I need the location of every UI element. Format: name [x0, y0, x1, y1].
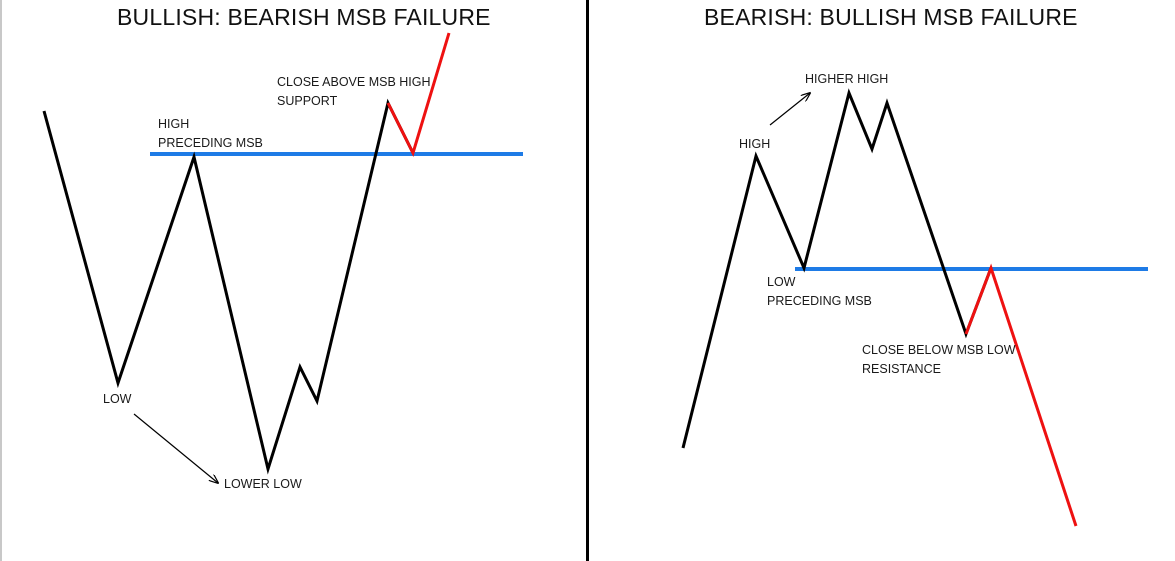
close-below-line2: RESISTANCE: [862, 362, 941, 376]
low-preceding-msb-label: LOW PRECEDING MSB: [767, 273, 872, 311]
high-label-line2: PRECEDING MSB: [158, 136, 263, 150]
lower-low-label: LOWER LOW: [224, 477, 302, 491]
bearish-breakdown-path: [964, 263, 1078, 527]
bearish-price-path: [681, 88, 993, 449]
high-label: HIGH: [739, 137, 771, 151]
right-panel: [589, 0, 1175, 561]
low-label-line1: LOW: [767, 275, 796, 289]
low-label-line2: PRECEDING MSB: [767, 294, 872, 308]
close-above-line1: CLOSE ABOVE MSB HIGH: [277, 75, 431, 89]
close-above-line2: SUPPORT: [277, 94, 338, 108]
close-above-msb-high-label: CLOSE ABOVE MSB HIGH SUPPORT: [277, 73, 431, 111]
right-panel-title: BEARISH: BULLISH MSB FAILURE: [704, 4, 1078, 30]
left-panel: [0, 0, 587, 561]
bullish-price-path: [42, 98, 415, 475]
close-below-msb-low-label: CLOSE BELOW MSB LOW RESISTANCE: [862, 341, 1016, 379]
bullish-breakout-path: [386, 32, 451, 158]
higher-high-label: HIGHER HIGH: [805, 72, 889, 86]
higher-high-arrow: [769, 93, 810, 126]
low-label: LOW: [103, 392, 132, 406]
high-label-line1: HIGH: [158, 117, 190, 131]
close-below-line1: CLOSE BELOW MSB LOW: [862, 343, 1016, 357]
lower-low-arrow: [133, 413, 218, 483]
panel-divider: [586, 0, 589, 561]
high-preceding-msb-label: HIGH PRECEDING MSB: [158, 115, 263, 153]
left-panel-title: BULLISH: BEARISH MSB FAILURE: [117, 4, 491, 30]
